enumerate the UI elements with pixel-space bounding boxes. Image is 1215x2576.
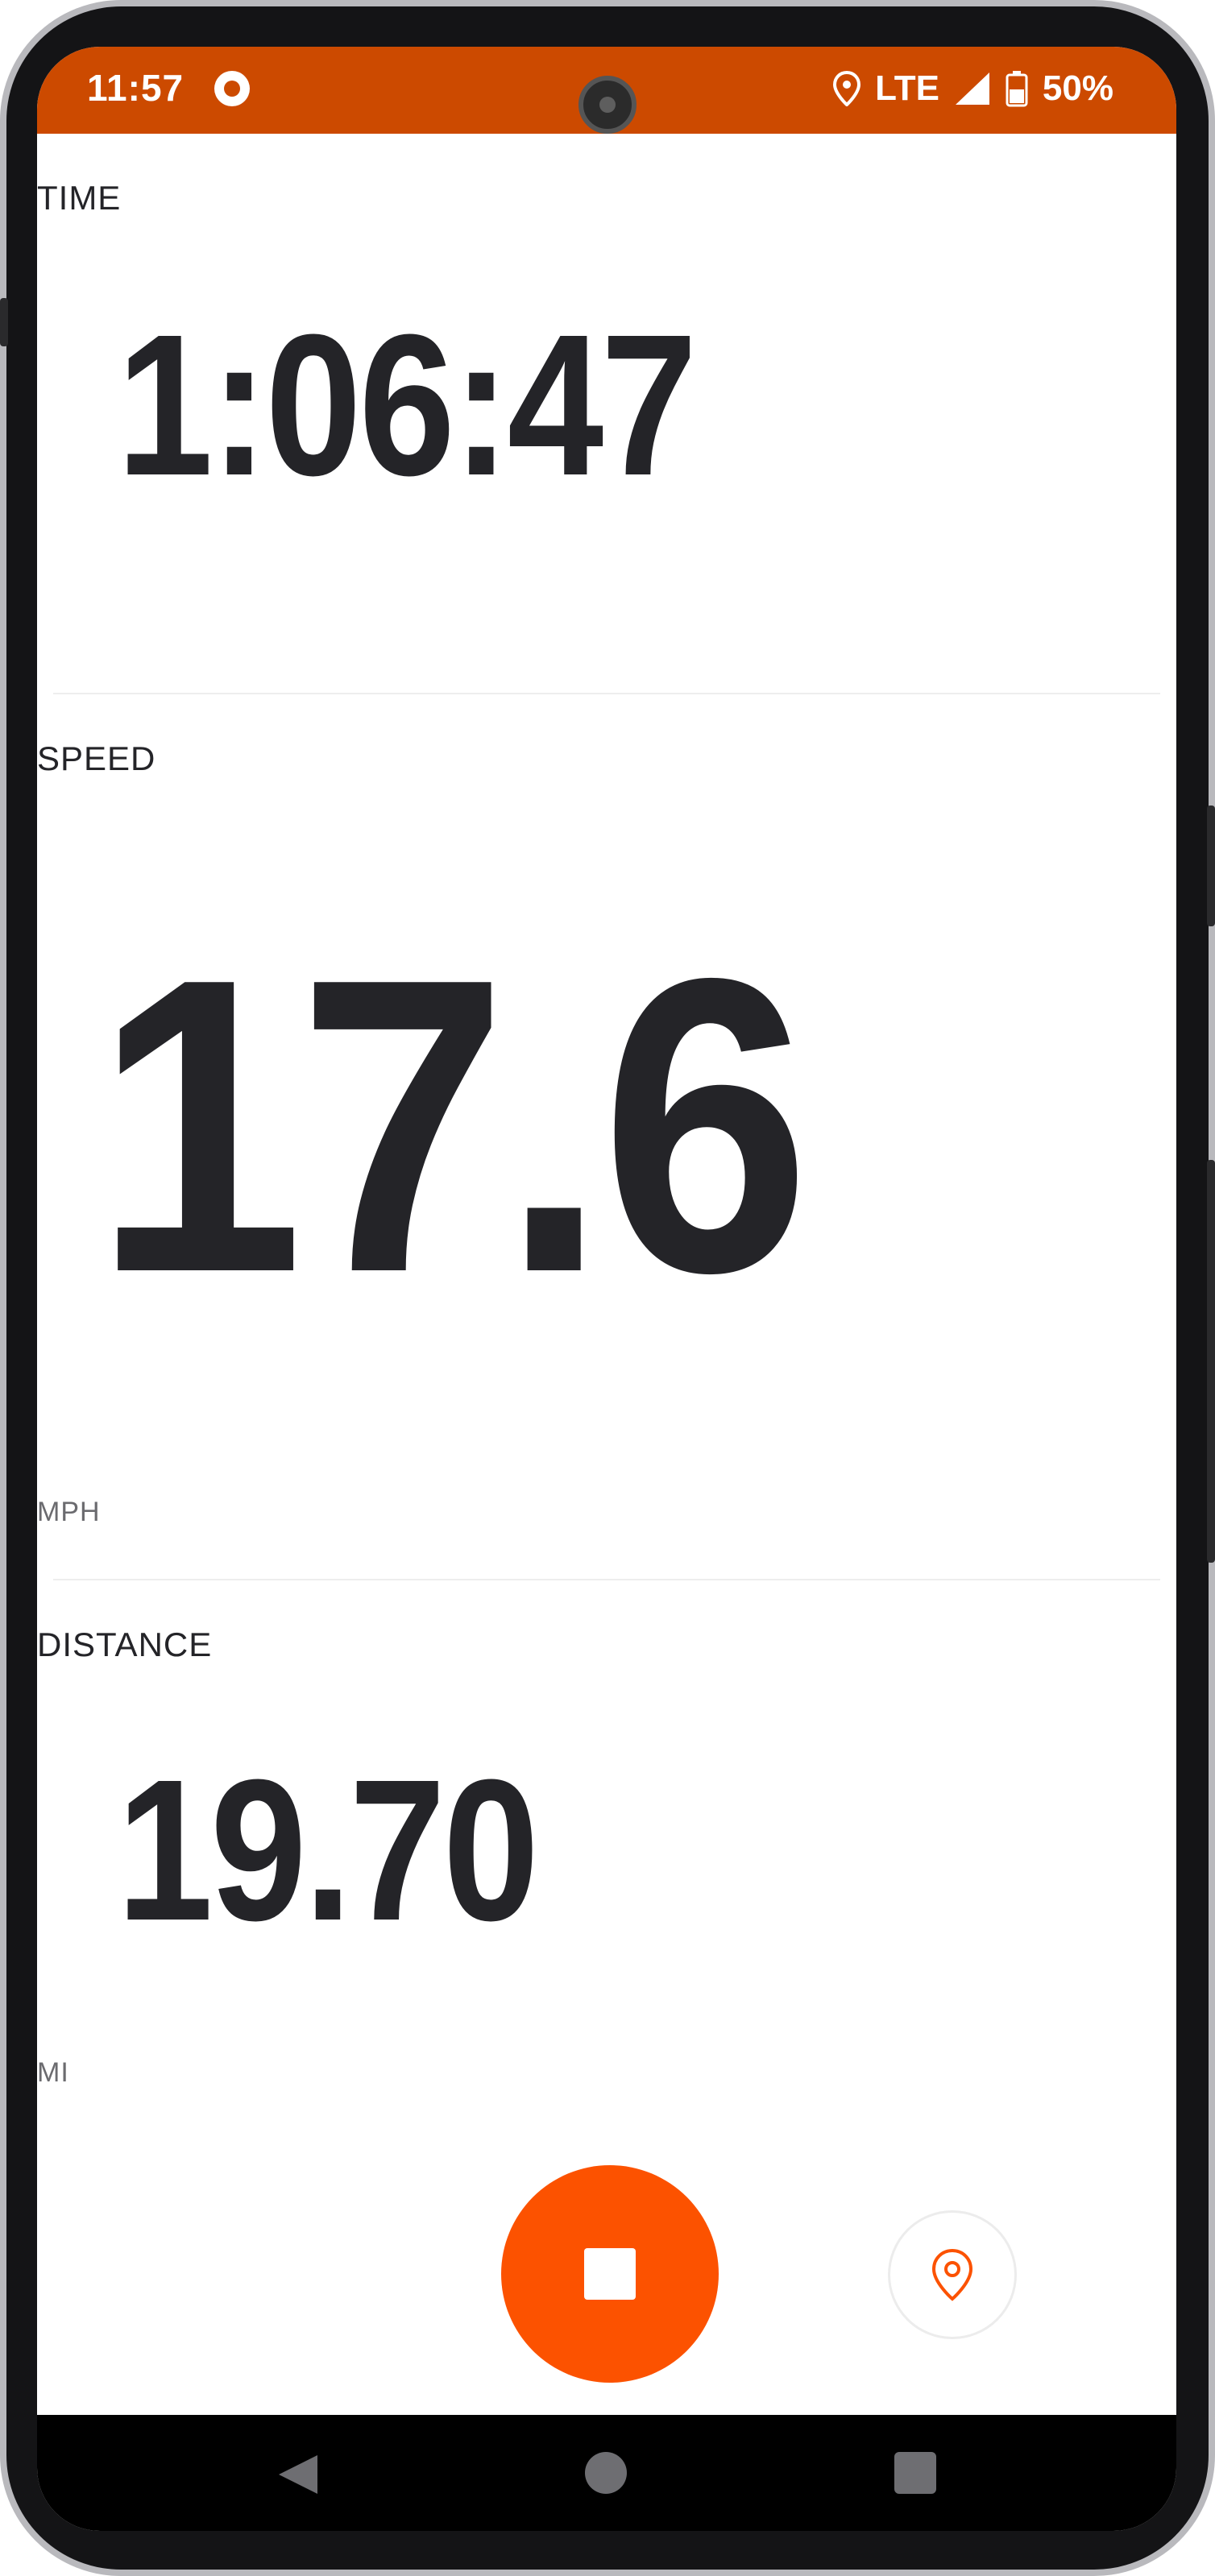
stop-icon: [584, 2248, 636, 2300]
front-camera: [578, 76, 637, 134]
location-icon: [833, 71, 861, 106]
volume-button: [1207, 1160, 1215, 1563]
battery-percent: 50%: [1042, 68, 1113, 108]
status-time: 11:57: [87, 67, 185, 109]
time-label: TIME: [37, 179, 122, 217]
speed-label: SPEED: [37, 739, 156, 777]
status-right: LTE 50%: [833, 64, 1113, 113]
distance-label: DISTANCE: [37, 1626, 213, 1663]
stop-button[interactable]: [501, 2165, 719, 2383]
navigation-bar: [37, 2415, 1176, 2531]
recents-icon[interactable]: [894, 2452, 936, 2494]
location-button[interactable]: [888, 2210, 1017, 2339]
network-type: LTE: [875, 68, 939, 108]
time-value: 1:06:47: [116, 292, 697, 517]
speed-value: 17.6: [93, 892, 811, 1360]
divider: [53, 1579, 1160, 1580]
speed-unit: MPH: [37, 1497, 101, 1527]
screen: 11:57 LTE 50% TIME 1:06:47 SPEED: [37, 47, 1176, 2531]
status-bar: 11:57 LTE 50%: [37, 47, 1176, 134]
distance-value: 19.70: [116, 1737, 539, 1962]
divider: [53, 693, 1160, 694]
power-button: [1207, 806, 1215, 926]
distance-unit: MI: [37, 2057, 69, 2088]
location-pin-icon: [931, 2248, 973, 2301]
side-button-left: [0, 298, 8, 346]
signal-icon: [955, 72, 989, 105]
record-indicator-icon: [214, 71, 250, 106]
battery-icon: [1006, 71, 1028, 107]
home-icon[interactable]: [585, 2452, 627, 2494]
back-icon[interactable]: [276, 2452, 321, 2497]
